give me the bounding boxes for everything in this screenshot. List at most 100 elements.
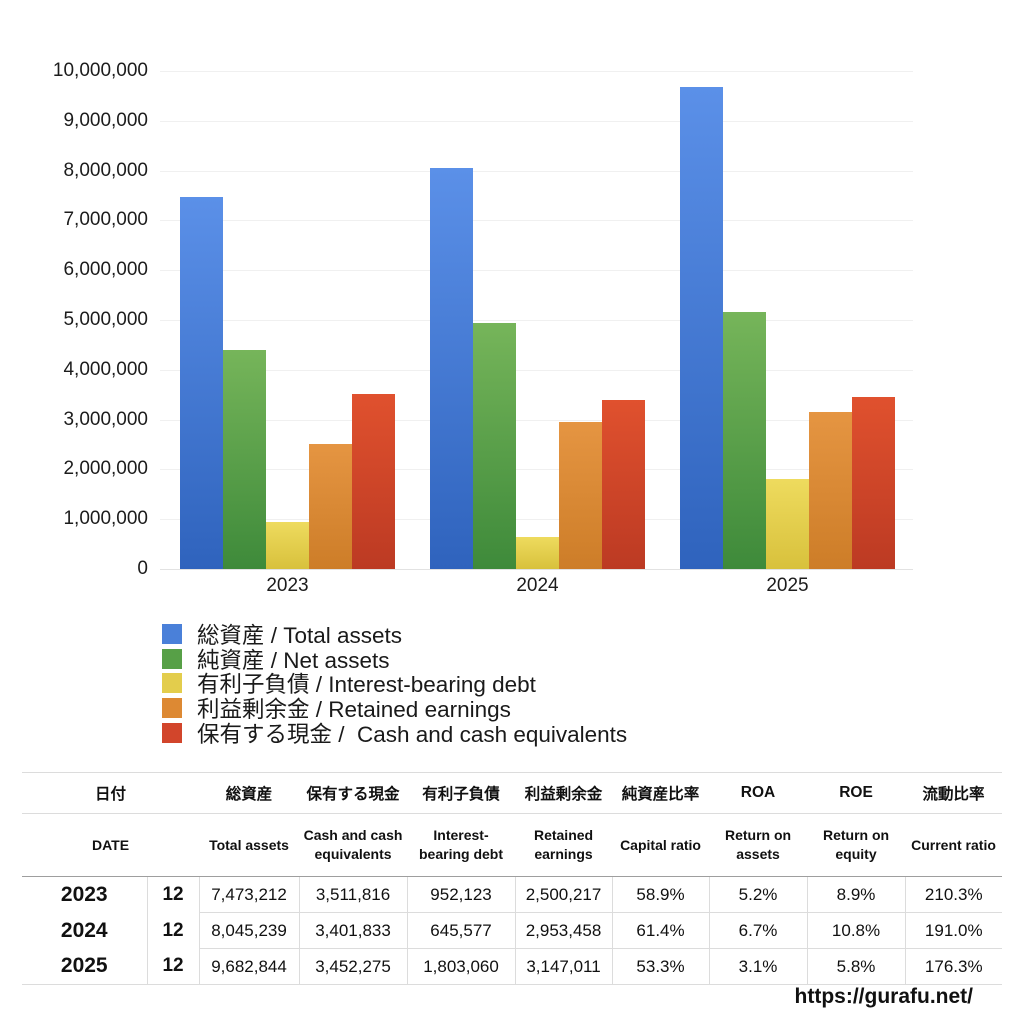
financial-data-table: 日付 総資産 保有する現金 有利子負債 利益剰余金 純資産比率 ROA ROE … [22, 772, 1003, 985]
cell-retained-earnings: 2,953,458 [514, 912, 613, 949]
gridline [160, 369, 913, 371]
cell-roe: 5.8% [806, 948, 906, 985]
y-axis-tick-label: 5,000,000 [63, 309, 148, 330]
header-roa-ja: ROA [709, 772, 808, 814]
y-axis-tick-label: 0 [137, 558, 148, 579]
header-roa-en: Return on assets [709, 813, 808, 877]
bar-total-assets-2024 [430, 168, 473, 569]
gridline [160, 569, 913, 570]
cell-total-assets: 8,045,239 [198, 912, 300, 949]
gridline [160, 220, 913, 222]
header-roe-en: Return on equity [807, 813, 906, 877]
legend-label-cash: 保有する現金 / Cash and cash equivalents [197, 721, 628, 747]
bar-interest-bearing-debt-2024 [516, 536, 559, 569]
header-interest-bearing-debt-ja: 有利子負債 [407, 772, 516, 814]
cell-roe: 8.9% [806, 876, 906, 913]
header-interest-bearing-debt-en: Interest-bearing debt [407, 813, 516, 877]
x-axis-tick-label: 2025 [766, 575, 809, 596]
y-axis-tick-label: 9,000,000 [63, 109, 148, 131]
bar-retained-earnings-2024 [559, 421, 602, 569]
cell-year: 2025 [22, 948, 147, 985]
cell-interest-bearing-debt: 645,577 [406, 912, 516, 949]
header-cash-ja: 保有する現金 [299, 772, 408, 814]
header-roe-ja: ROE [807, 772, 906, 814]
gridline [160, 270, 913, 272]
header-total-assets-ja: 総資産 [199, 772, 300, 814]
legend-item-net-assets: 純資産 / Net assets [162, 647, 627, 673]
table-row-2023: 2023 12 7,473,212 3,511,816 952,123 2,50… [22, 876, 1003, 913]
site-url: https://gurafu.net/ [794, 985, 973, 1008]
cell-month: 12 [146, 876, 200, 913]
legend-swatch-cash [162, 722, 182, 743]
gridline [160, 320, 913, 321]
legend-label-net-assets: 純資産 / Net assets [197, 647, 390, 673]
table-header-row-en: DATE Total assets Cash and cash equivale… [22, 813, 1003, 877]
cell-roa: 3.1% [708, 948, 808, 985]
cell-total-assets: 9,682,844 [198, 948, 300, 985]
x-axis-tick-label: 2024 [516, 575, 559, 596]
cell-current-ratio: 191.0% [904, 912, 1003, 949]
cell-roa: 5.2% [708, 876, 808, 913]
header-total-assets-en: Total assets [199, 813, 300, 877]
legend-label-retained-earnings: 利益剰余金 / Retained earnings [197, 697, 511, 723]
gridline [160, 120, 913, 122]
header-date-en: DATE [22, 813, 200, 877]
bar-cash-2025 [852, 397, 895, 569]
table-row-2024: 2024 12 8,045,239 3,401,833 645,577 2,95… [22, 912, 1003, 949]
y-axis-tick-label: 6,000,000 [63, 259, 148, 281]
header-date-ja: 日付 [22, 772, 200, 814]
header-current-ratio-en: Current ratio [905, 813, 1003, 877]
bar-retained-earnings-2025 [809, 412, 852, 569]
cell-cash: 3,401,833 [298, 912, 408, 949]
legend-swatch-retained-earnings [162, 698, 182, 719]
cell-roe: 10.8% [806, 912, 906, 949]
cell-capital-ratio: 53.3% [611, 948, 710, 985]
cell-month: 12 [146, 912, 200, 949]
legend-swatch-net-assets [162, 648, 182, 669]
cell-roa: 6.7% [708, 912, 808, 949]
y-axis-tick-label: 10,000,000 [52, 60, 148, 81]
bar-net-assets-2023 [223, 349, 266, 569]
bar-total-assets-2025 [680, 86, 723, 569]
cell-retained-earnings: 3,147,011 [514, 948, 613, 985]
legend-item-retained-earnings: 利益剰余金 / Retained earnings [162, 696, 627, 722]
cell-year: 2023 [60, 882, 108, 906]
gridline [160, 419, 913, 421]
bar-retained-earnings-2023 [309, 444, 352, 569]
y-axis-tick-label: 7,000,000 [63, 209, 148, 231]
gridline [160, 170, 913, 172]
header-current-ratio-ja: 流動比率 [905, 772, 1003, 814]
bar-cash-2023 [352, 394, 395, 569]
header-capital-ratio-ja: 純資産比率 [612, 772, 710, 814]
table-row-2025: 2025 12 9,682,844 3,452,275 1,803,060 3,… [22, 948, 1003, 985]
gridline [160, 469, 913, 471]
y-axis-tick-label: 4,000,000 [63, 358, 148, 380]
legend-label-total-assets: 総資産 / Total assets [197, 623, 403, 649]
cell-interest-bearing-debt: 1,803,060 [406, 948, 516, 985]
cell-capital-ratio: 58.9% [611, 876, 710, 913]
cell-year: 2024 [60, 918, 108, 942]
legend-swatch-interest-bearing-debt [162, 673, 182, 694]
legend-item-cash: 保有する現金 / Cash and cash equivalents [162, 720, 627, 747]
header-retained-earnings-ja: 利益剰余金 [515, 772, 613, 814]
x-axis-tick-label: 2023 [266, 575, 309, 596]
cell-month: 12 [146, 948, 200, 985]
gridline [160, 71, 913, 72]
legend-item-interest-bearing-debt: 有利子負債 / Interest-bearing debt [162, 671, 627, 697]
cell-cash: 3,511,816 [298, 876, 408, 913]
cell-retained-earnings: 2,500,217 [514, 876, 613, 913]
bar-interest-bearing-debt-2025 [766, 479, 809, 569]
y-axis-tick-label: 8,000,000 [63, 159, 148, 181]
cell-current-ratio: 210.3% [904, 876, 1003, 913]
chart-legend: 総資産 / Total assets 純資産 / Net assets 有利子負… [162, 622, 627, 747]
y-axis-tick-label: 1,000,000 [63, 508, 148, 530]
header-capital-ratio-en: Capital ratio [612, 813, 710, 877]
gridline [160, 519, 913, 521]
y-axis-tick-label: 2,000,000 [63, 458, 148, 480]
bar-net-assets-2025 [723, 311, 766, 569]
header-retained-earnings-en: Retained earnings [515, 813, 613, 877]
legend-swatch-total-assets [162, 624, 182, 645]
bar-cash-2024 [602, 399, 645, 569]
cell-interest-bearing-debt: 952,123 [406, 876, 516, 913]
